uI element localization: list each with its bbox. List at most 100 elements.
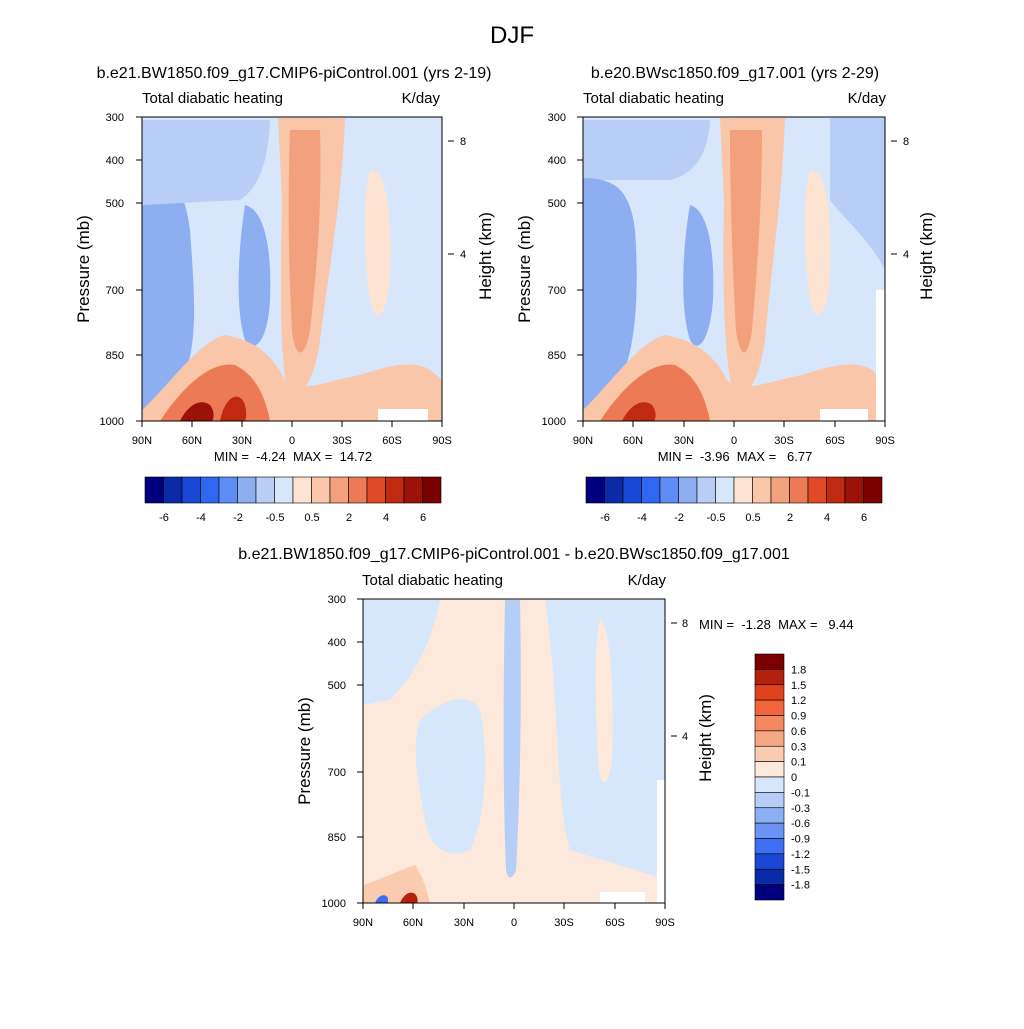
- panel-1-right-tick-marks: [448, 140, 454, 255]
- panel-3-xtick-label: 90S: [655, 917, 675, 929]
- panel-1-xtick-marks: [141, 421, 443, 427]
- panel-1-xtick-label: 90S: [432, 435, 452, 447]
- panel-2-right-ticks: 8 4: [891, 136, 909, 261]
- panel-3-ytick-label: 850: [328, 832, 346, 844]
- panel-2-cool-region-right: [830, 118, 885, 270]
- panel-3-right-tick-label: 4: [682, 731, 688, 743]
- panel-3-colorbar-swatch: [754, 699, 785, 716]
- figure-title: DJF: [490, 22, 534, 49]
- panel-2-x-ticks: 90N 60N 30N 0 30S 60S 90S: [573, 421, 895, 447]
- panel-2-ytick-label: 300: [548, 112, 566, 124]
- panel-3-colorbar-swatch: [754, 884, 785, 901]
- panel-3-colorbar-label: -1.5: [791, 864, 810, 876]
- panel-2-colorbar-label: -0.5: [707, 512, 726, 524]
- panel-3-colorbar-swatch: [754, 684, 785, 701]
- panel-1-title: b.e21.BW1850.f09_g17.CMIP6-piControl.001…: [97, 65, 492, 82]
- panel-2-ytick-label: 400: [548, 155, 566, 167]
- panel-2-colorbar-swatch: [659, 476, 679, 504]
- panel-1-colorbar-label: 2: [346, 512, 352, 524]
- panel-1-colorbar: [144, 476, 442, 504]
- panel-2-warm-boundary-core: [600, 364, 710, 421]
- panel-1-xtick-label: 30N: [232, 435, 252, 447]
- panel-1-colorbar-label: 4: [383, 512, 389, 524]
- panel-1-right-tick-label: 4: [460, 249, 466, 261]
- panel-1-ytick-label: 1000: [100, 416, 124, 428]
- panel-2-cool-region-left-band: [583, 178, 637, 412]
- panel-3-xtick-label: 90N: [353, 917, 373, 929]
- panel-2-warm-arc-30s: [804, 170, 831, 316]
- panel-3-colorbar-swatch: [754, 715, 785, 732]
- panel-1-xtick-label: 0: [289, 435, 295, 447]
- panel-2-colorbar-swatch: [715, 476, 735, 504]
- panel-3-colorbar-label: -0.1: [791, 787, 810, 799]
- panel-1-colorbar-swatch: [329, 476, 349, 504]
- panel-1-colorbar-label: -2: [233, 512, 243, 524]
- panel-1-warm-arc-30s: [364, 170, 391, 316]
- panel-3-xtick-label: 30S: [554, 917, 574, 929]
- panel-2-xtick-label: 60S: [825, 435, 845, 447]
- panel-1-colorbar-swatch: [255, 476, 275, 504]
- panel-3-missing-data-edge: [657, 780, 665, 903]
- panel-2-field: [583, 117, 885, 421]
- panel-1-colorbar-swatch: [311, 476, 331, 504]
- panel-1-warm-boundary-hot-2: [220, 396, 247, 421]
- panel-1-ytick-label: 300: [106, 112, 124, 124]
- panel-2-right-tick-label: 4: [903, 249, 909, 261]
- panel-1-colorbar-swatch: [292, 476, 312, 504]
- panel-1-xtick-label: 60N: [182, 435, 202, 447]
- panel-2-colorbar-swatch: [585, 476, 605, 504]
- panel-2-title: b.e20.BWsc1850.f09_g17.001 (yrs 2-29): [591, 65, 879, 82]
- panel-2-xtick-label: 30N: [674, 435, 694, 447]
- panel-1-colorbar-swatch: [181, 476, 201, 504]
- panel-1-field: [142, 117, 442, 421]
- panel-3-warm-streak-right: [595, 620, 613, 783]
- panel-3-xtick-marks: [362, 903, 666, 909]
- panel-3-colorbar-swatch: [754, 792, 785, 809]
- panel-3-colorbar-label: -0.9: [791, 834, 810, 846]
- panel-2-xtick-label: 30S: [774, 435, 794, 447]
- panel-2-colorbar-swatch: [844, 476, 864, 504]
- panel-1-colorbar-swatch: [237, 476, 257, 504]
- panel-2-colorbar-label: 0.5: [745, 512, 760, 524]
- panel-1-y-ticks: 300 400 500 700 850 1000: [100, 112, 142, 428]
- panel-1-ytick-label: 400: [106, 155, 124, 167]
- panel-3-colorbar-label: 0: [791, 772, 797, 784]
- panel-2-minmax-label: MIN = -3.96 MAX = 6.77: [658, 449, 813, 464]
- panel-1-right-tick-label: 8: [460, 136, 466, 148]
- panel-3-ytick-label: 1000: [322, 898, 346, 910]
- panel-3-cool-column-equator: [503, 600, 521, 878]
- panel-3-colorbar-label: -1.8: [791, 880, 810, 892]
- panel-3-colorbar-swatch: [754, 730, 785, 747]
- panel-1-colorbar-swatch: [144, 476, 164, 504]
- panel-1-cool-region-subtropics: [238, 205, 271, 346]
- panel-3-right-axis-title: Height (km): [696, 694, 715, 782]
- panel-3-ytick-label: 500: [328, 680, 346, 692]
- panel-3-ytick-label: 700: [328, 767, 346, 779]
- panel-3-minmax-label: MIN = -1.28 MAX = 9.44: [699, 617, 854, 632]
- panel-2-units-label: K/day: [848, 90, 887, 107]
- panel-2-ytick-label: 1000: [542, 416, 566, 428]
- panel-3-x-ticks: 90N 60N 30N 0 30S 60S 90S: [353, 903, 675, 929]
- panel-3-right-tick-label: 8: [682, 618, 688, 630]
- panel-3-colorbar-label: 0.1: [791, 757, 806, 769]
- panel-2-colorbar-swatch: [789, 476, 809, 504]
- panel-2-colorbar-label: -2: [674, 512, 684, 524]
- panel-3-xtick-label: 30N: [454, 917, 474, 929]
- panel-3-colorbar-swatch: [754, 761, 785, 778]
- panel-2-colorbar-swatch: [752, 476, 772, 504]
- panel-1-cool-region-left: [142, 179, 195, 415]
- panel-3-colorbar-label: 1.8: [791, 664, 806, 676]
- panel-2-ytick-label: 700: [548, 285, 566, 297]
- panel-1-warm-boundary-hot: [180, 402, 214, 421]
- panel-1-right-axis-title: Height (km): [476, 212, 495, 300]
- panel-2-right-tick-label: 8: [903, 136, 909, 148]
- panel-1-units-label: K/day: [402, 90, 441, 107]
- panel-1: b.e21.BW1850.f09_g17.CMIP6-piControl.001…: [74, 65, 495, 524]
- panel-1-colorbar-swatch: [163, 476, 183, 504]
- panel-3-colorbar-label: -0.3: [791, 803, 810, 815]
- panel-3-ytick-label: 300: [328, 594, 346, 606]
- panel-2-xtick-label: 0: [731, 435, 737, 447]
- panel-3-colorbar-swatch: [754, 653, 785, 670]
- panel-2-xtick-label: 60N: [623, 435, 643, 447]
